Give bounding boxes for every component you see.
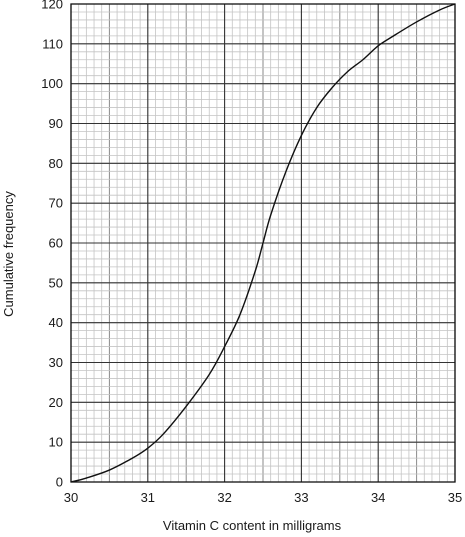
y-tick-label: 0 bbox=[56, 475, 63, 490]
x-tick-label: 33 bbox=[294, 490, 308, 505]
x-tick-label: 31 bbox=[141, 490, 155, 505]
y-tick-label: 90 bbox=[49, 116, 63, 131]
y-tick-label: 100 bbox=[41, 76, 63, 91]
y-tick-label: 70 bbox=[49, 196, 63, 211]
series-layer bbox=[70, 3, 456, 483]
y-tick-label: 10 bbox=[49, 435, 63, 450]
y-tick-label: 50 bbox=[49, 275, 63, 290]
x-axis-title: Vitamin C content in milligrams bbox=[163, 518, 342, 533]
x-tick-label: 32 bbox=[217, 490, 231, 505]
y-tick-label: 20 bbox=[49, 395, 63, 410]
x-tick-labels: 30 31 32 33 34 35 bbox=[64, 490, 462, 505]
y-tick-label: 30 bbox=[49, 355, 63, 370]
cumulative-frequency-curve bbox=[70, 3, 456, 483]
x-tick-label: 34 bbox=[371, 490, 385, 505]
y-tick-label: 110 bbox=[42, 36, 63, 51]
y-tick-labels: 0 10 20 30 40 50 60 70 80 90 100 110 120 bbox=[41, 0, 63, 490]
major-grid bbox=[70, 3, 456, 483]
plot-frame bbox=[70, 3, 456, 483]
y-axis-title: Cumulative frequency bbox=[1, 191, 16, 317]
y-tick-label: 80 bbox=[49, 156, 63, 171]
x-tick-label: 30 bbox=[64, 490, 78, 505]
y-tick-label: 120 bbox=[41, 0, 63, 12]
y-tick-label: 60 bbox=[49, 236, 63, 251]
x-tick-label: 35 bbox=[448, 490, 462, 505]
y-tick-label: 40 bbox=[49, 315, 63, 330]
